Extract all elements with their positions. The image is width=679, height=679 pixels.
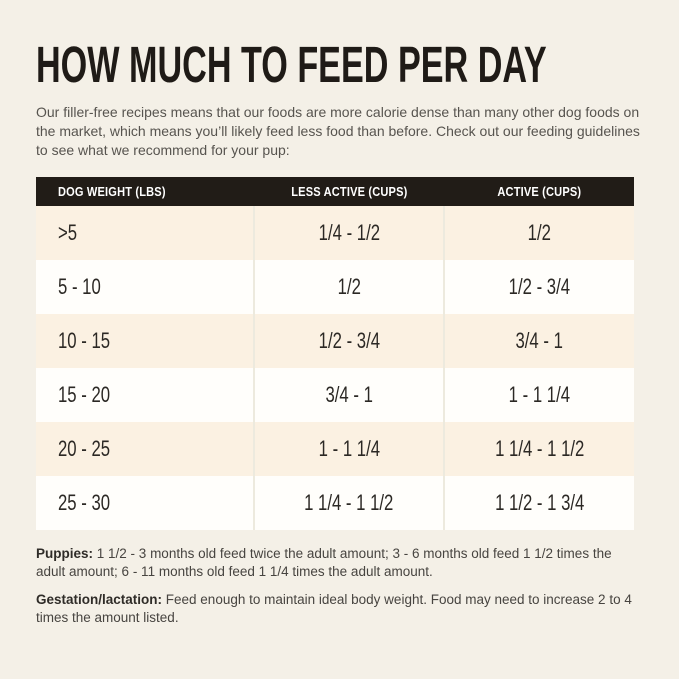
- puppies-note-text: 1 1/2 - 3 months old feed twice the adul…: [36, 545, 612, 579]
- cell-less-active: 3/4 - 1: [253, 367, 444, 422]
- column-header-active-label: ACTIVE (CUPS): [497, 183, 581, 199]
- gestation-note-text: Feed enough to maintain ideal body weigh…: [36, 591, 632, 625]
- column-header-dog-weight: DOG WEIGHT (LBS): [36, 176, 254, 206]
- cell-dog-weight: 25 - 30: [36, 476, 254, 530]
- cell-dog-weight-value: 15 - 20: [58, 381, 111, 407]
- cell-active-value: 1/2: [527, 219, 552, 245]
- table-row: 5 - 10 1/2 1/2 - 3/4: [36, 259, 634, 314]
- cell-active-value: 3/4 - 1: [515, 327, 564, 353]
- cell-active: 3/4 - 1: [443, 313, 634, 368]
- cell-less-active: 1/4 - 1/2: [253, 205, 444, 260]
- feeding-table: DOG WEIGHT (LBS) LESS ACTIVE (CUPS) ACTI…: [36, 176, 634, 530]
- cell-active: 1 1/2 - 1 3/4: [443, 475, 634, 530]
- cell-active-value: 1 1/2 - 1 3/4: [494, 489, 585, 515]
- intro-text: Our filler-free recipes means that our f…: [36, 103, 640, 158]
- table-row: 25 - 30 1 1/4 - 1 1/2 1 1/2 - 1 3/4: [36, 475, 634, 530]
- table-header-row: DOG WEIGHT (LBS) LESS ACTIVE (CUPS) ACTI…: [36, 176, 634, 206]
- cell-active: 1 - 1 1/4: [443, 367, 634, 422]
- cell-dog-weight-value: 5 - 10: [58, 273, 101, 299]
- cell-dog-weight-value: >5: [58, 219, 78, 245]
- cell-less-active-value: 3/4 - 1: [325, 381, 373, 407]
- cell-active-value: 1 1/4 - 1 1/2: [494, 435, 585, 461]
- column-header-active: ACTIVE (CUPS): [444, 176, 634, 206]
- puppies-note: Puppies: 1 1/2 - 3 months old feed twice…: [36, 545, 643, 581]
- cell-dog-weight: 5 - 10: [36, 260, 254, 314]
- cell-less-active-value: 1 1/4 - 1 1/2: [304, 489, 394, 515]
- footnotes: Puppies: 1 1/2 - 3 months old feed twice…: [36, 545, 643, 627]
- table-row: 10 - 15 1/2 - 3/4 3/4 - 1: [36, 313, 634, 368]
- table-row: 15 - 20 3/4 - 1 1 - 1 1/4: [36, 367, 634, 422]
- cell-less-active-value: 1/2: [337, 273, 361, 299]
- cell-less-active: 1/2: [253, 259, 444, 314]
- cell-active-value: 1/2 - 3/4: [508, 273, 571, 299]
- cell-less-active: 1 - 1 1/4: [253, 421, 444, 476]
- cell-active: 1 1/4 - 1 1/2: [443, 421, 634, 476]
- cell-less-active-value: 1/2 - 3/4: [318, 327, 380, 353]
- page-title: HOW MUCH TO FEED PER DAY: [36, 36, 643, 93]
- cell-active: 1/2: [443, 205, 634, 260]
- cell-less-active-value: 1/4 - 1/2: [318, 219, 380, 245]
- cell-less-active-value: 1 - 1 1/4: [318, 435, 380, 461]
- cell-dog-weight: >5: [36, 206, 254, 260]
- cell-less-active: 1 1/4 - 1 1/2: [253, 475, 444, 530]
- page-title-text: HOW MUCH TO FEED PER DAY: [36, 36, 547, 93]
- cell-dog-weight: 10 - 15: [36, 314, 254, 368]
- table-row: 20 - 25 1 - 1 1/4 1 1/4 - 1 1/2: [36, 421, 634, 476]
- puppies-note-label: Puppies:: [36, 545, 94, 561]
- cell-dog-weight-value: 10 - 15: [58, 327, 111, 353]
- cell-dog-weight-value: 25 - 30: [58, 489, 111, 515]
- cell-active: 1/2 - 3/4: [443, 259, 634, 314]
- column-header-dog-weight-label: DOG WEIGHT (LBS): [58, 183, 166, 199]
- gestation-note: Gestation/lactation: Feed enough to main…: [36, 591, 643, 627]
- column-header-less-active-label: LESS ACTIVE (CUPS): [290, 183, 408, 199]
- cell-less-active: 1/2 - 3/4: [253, 313, 444, 368]
- cell-dog-weight-value: 20 - 25: [58, 435, 111, 461]
- cell-active-value: 1 - 1 1/4: [508, 381, 571, 407]
- cell-dog-weight: 15 - 20: [36, 368, 254, 422]
- gestation-note-label: Gestation/lactation:: [36, 591, 163, 607]
- column-header-less-active: LESS ACTIVE (CUPS): [254, 176, 444, 206]
- table-row: >5 1/4 - 1/2 1/2: [36, 205, 634, 260]
- cell-dog-weight: 20 - 25: [36, 422, 254, 476]
